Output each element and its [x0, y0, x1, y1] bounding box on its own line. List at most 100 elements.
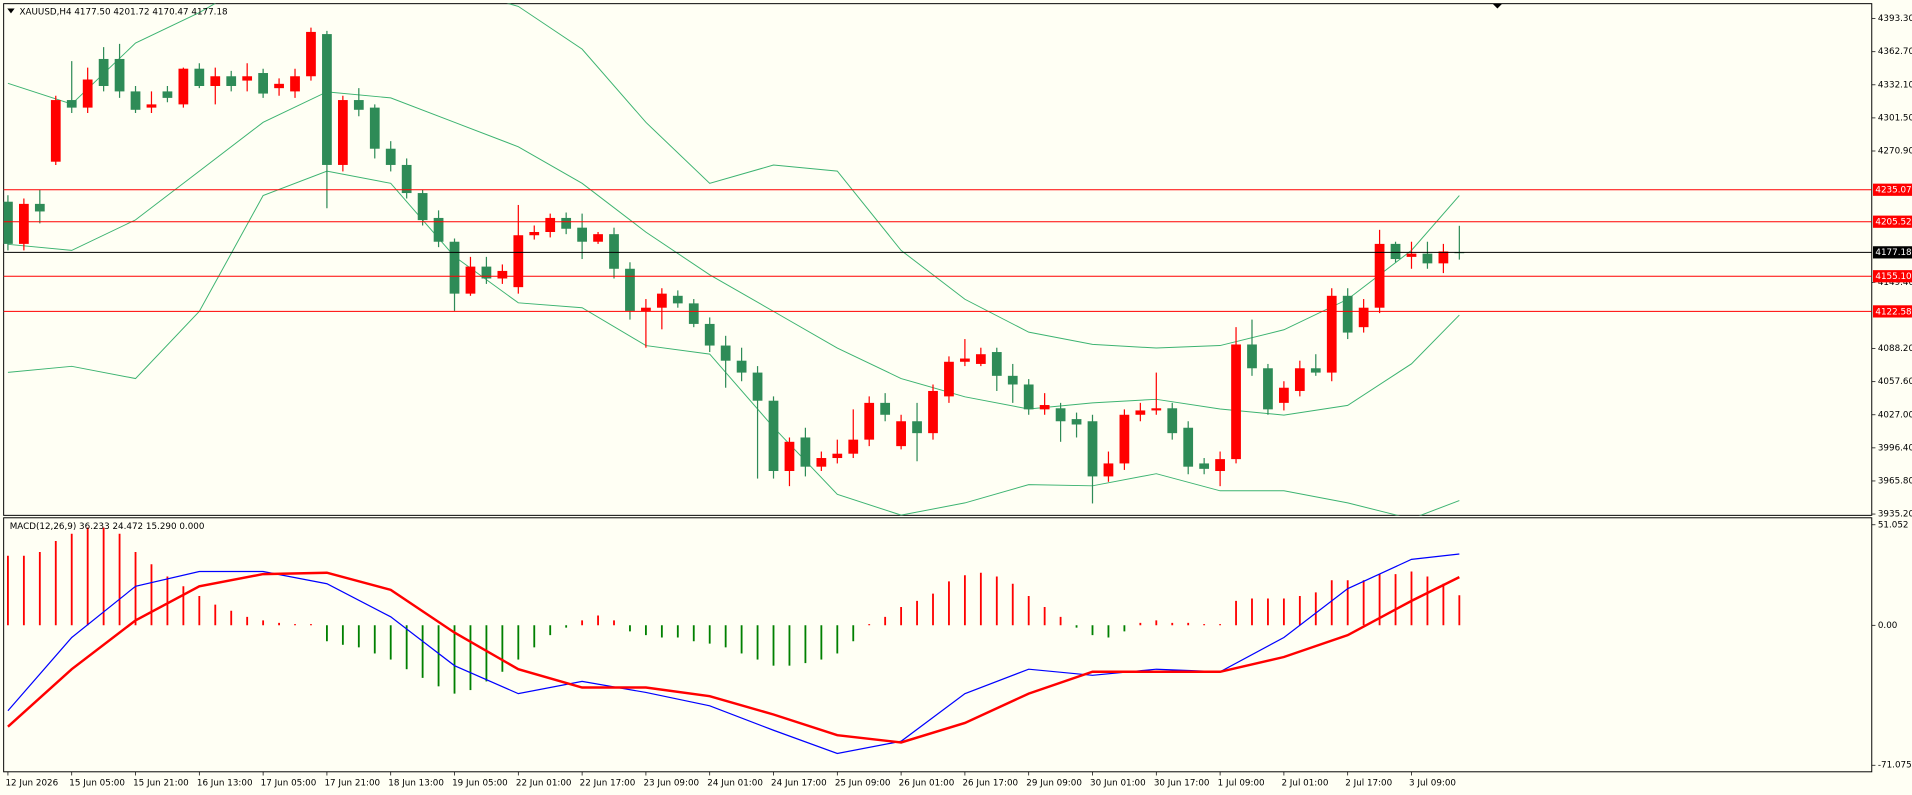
candle-body	[1103, 463, 1114, 477]
x-tick-label: 2 Jul 01:00	[1281, 778, 1328, 788]
candle-body	[991, 352, 1002, 376]
x-tick-label: 2 Jul 17:00	[1345, 778, 1392, 788]
y-tick-label: 4270.90	[1878, 146, 1912, 156]
y-tick-label: 4057.60	[1878, 377, 1912, 387]
candle-body	[322, 34, 332, 165]
y-tick-label: 3996.40	[1878, 443, 1912, 453]
y-tick-label: 4027.00	[1878, 410, 1912, 420]
candle-body	[768, 400, 779, 472]
candle-body	[784, 441, 795, 472]
candle-body	[226, 76, 237, 86]
candle-body	[401, 164, 412, 194]
candle-body	[82, 79, 93, 108]
candle-body	[1151, 408, 1162, 411]
x-tick-label: 29 Jun 09:00	[1026, 778, 1082, 788]
candle-body	[353, 100, 364, 110]
candle-body	[832, 453, 843, 459]
menu-arrow[interactable]	[7, 8, 15, 14]
candle-body	[960, 358, 970, 362]
candle-body	[98, 58, 109, 86]
x-tick-label: 15 Jun 05:00	[69, 778, 125, 788]
x-tick-label: 3 Jul 09:00	[1409, 778, 1456, 788]
candle-body	[975, 354, 986, 364]
candle-body	[1055, 408, 1066, 422]
macd-title: MACD(12,26,9) 36.233 24.472 15.290 0.000	[10, 522, 205, 532]
bollinger-band	[7, 3, 1460, 349]
y-tick-label: -71.075	[1878, 761, 1912, 771]
candle-body	[369, 107, 380, 149]
signal-line	[7, 571, 1460, 744]
shift-marker	[1492, 3, 1503, 9]
candle-body	[656, 293, 667, 308]
candle-body	[18, 203, 29, 244]
candle-body	[130, 91, 141, 110]
x-tick-label: 15 Jun 21:00	[133, 778, 189, 788]
candle-body	[688, 303, 699, 324]
candle-body	[1199, 463, 1210, 469]
candle-body	[1039, 405, 1050, 410]
candle-body	[593, 234, 603, 242]
candle-body	[497, 270, 508, 279]
candle-body	[1358, 307, 1369, 328]
x-tick-label: 30 Jun 17:00	[1154, 778, 1210, 788]
candle-body	[848, 439, 859, 454]
bollinger-band	[7, 170, 1460, 516]
candle-body	[944, 361, 954, 397]
macd-panel	[3, 517, 1873, 773]
candle-body	[1167, 408, 1178, 434]
price-level-tag	[1872, 305, 1912, 318]
candle-body	[672, 295, 683, 304]
candle-body	[513, 235, 524, 288]
candle-body	[162, 91, 173, 98]
candle-body	[928, 390, 938, 434]
price-level-tag	[1872, 215, 1912, 228]
candle-body	[1087, 421, 1098, 477]
candle-body	[816, 458, 827, 467]
y-tick-label: 4332.10	[1878, 80, 1912, 90]
candle-body	[1326, 295, 1337, 373]
axes: 4393.30 4362.70 4332.10 4301.50 4270.90 4149.…	[5, 14, 1912, 788]
x-tick-label: 17 Jun 05:00	[261, 778, 317, 788]
x-tick-label: 17 Jun 21:00	[324, 778, 380, 788]
candle-body	[178, 68, 189, 105]
candle-body	[3, 201, 13, 244]
main-panel	[3, 3, 1873, 516]
macd-line	[7, 553, 1460, 755]
candle-body	[1007, 375, 1018, 385]
y-tick-label: 51.052	[1878, 520, 1909, 530]
y-tick-label: 4088.20	[1878, 344, 1912, 354]
candle-body	[465, 266, 476, 294]
candle-body	[1135, 410, 1146, 415]
candle-body	[1294, 368, 1305, 391]
candle-body	[114, 58, 125, 92]
candle-body	[1342, 295, 1353, 333]
candle-body	[736, 360, 747, 373]
price-level-label: 4177.18	[1875, 248, 1911, 258]
candle-body	[1119, 414, 1130, 464]
candle-body	[912, 421, 922, 434]
candle-body	[641, 307, 651, 311]
candle-body	[1023, 384, 1034, 410]
price-level-tag	[1872, 270, 1912, 283]
candle-body	[1247, 344, 1257, 369]
candle-body	[50, 100, 61, 162]
candle-body	[880, 402, 891, 415]
x-tick-label: 1 Jul 09:00	[1218, 778, 1265, 788]
candle-body	[417, 193, 428, 221]
candle-body	[385, 148, 396, 165]
y-tick-label: 4149.40	[1878, 278, 1912, 288]
candle-body	[1215, 459, 1225, 472]
candle-body	[258, 73, 268, 94]
candle-body	[1422, 253, 1433, 264]
x-tick-label: 26 Jun 01:00	[899, 778, 955, 788]
candle-body	[1279, 387, 1289, 403]
candle-body	[66, 100, 77, 108]
y-tick-label: 3935.20	[1878, 510, 1912, 520]
x-tick-label: 30 Jun 01:00	[1090, 778, 1146, 788]
x-tick-label: 25 Jun 09:00	[835, 778, 891, 788]
candle-body	[1231, 344, 1241, 460]
bollinger-band	[7, 91, 1460, 416]
y-tick-label: 4301.50	[1878, 113, 1912, 123]
y-tick-label: 4362.70	[1878, 47, 1912, 57]
x-tick-label: 22 Jun 01:00	[516, 778, 572, 788]
